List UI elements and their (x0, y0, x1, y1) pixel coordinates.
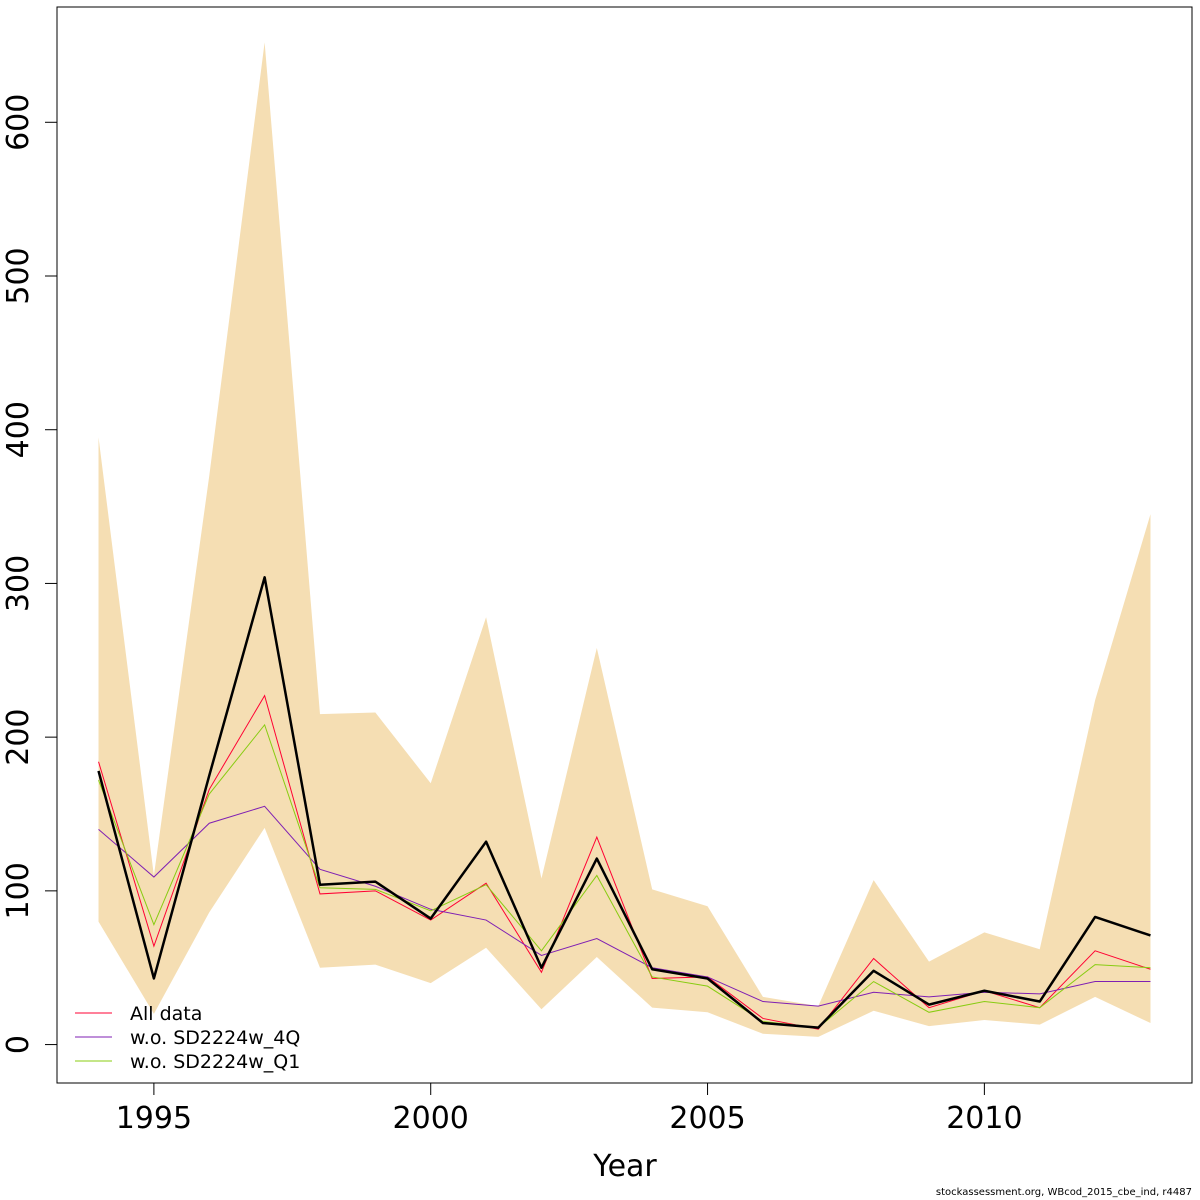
legend-label-2: w.o. SD2224w_Q1 (130, 1051, 300, 1073)
credit-footer: stockassessment.org, WBcod_2015_cbe_ind,… (935, 1187, 1192, 1198)
y-tick-label: 400 (1, 401, 36, 458)
x-tick-label: 2000 (393, 1101, 469, 1136)
legend-label-1: w.o. SD2224w_4Q (130, 1027, 300, 1049)
main-line-layer (97, 576, 1151, 1029)
x-tick-label: 1995 (116, 1101, 192, 1136)
y-tick-label: 0 (1, 1035, 36, 1054)
confidence-band-layer (98, 42, 1151, 1037)
y-axis: 0 100 200 300 400 500 600 (1, 94, 57, 1054)
y-tick-label: 300 (1, 555, 36, 612)
confidence-band (98, 42, 1151, 1037)
y-tick-label: 200 (1, 709, 36, 766)
y-tick-label: 100 (1, 862, 36, 919)
main-estimate-line (97, 576, 1151, 1029)
x-tick-label: 2010 (946, 1101, 1022, 1136)
x-tick-label: 2005 (669, 1101, 745, 1136)
legend-label-0: All data (130, 1003, 202, 1025)
y-tick-label: 600 (1, 94, 36, 151)
plot-frame (56, 6, 1193, 1084)
x-axis-title: Year (592, 1149, 657, 1184)
x-axis: 1995 2000 2005 2010 (116, 1083, 1023, 1136)
y-tick-label: 500 (1, 247, 36, 304)
series-line-2 (98, 723, 1151, 1029)
